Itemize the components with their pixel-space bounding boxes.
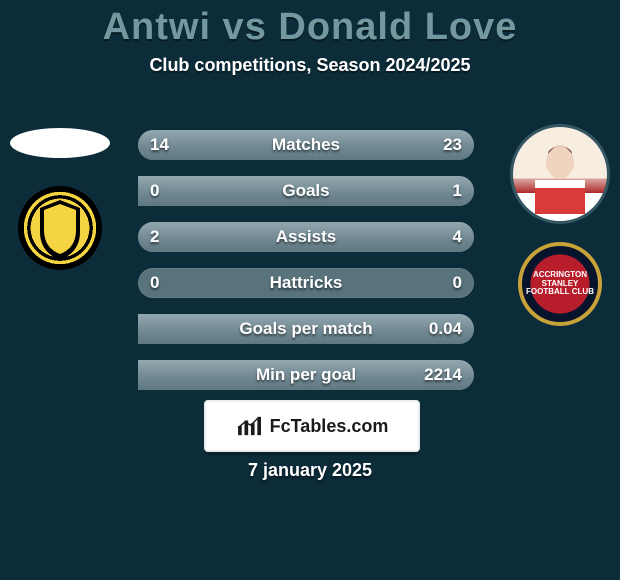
- stat-value-right: 0.04: [429, 314, 462, 344]
- stat-label: Goals per match: [138, 314, 474, 344]
- stats-bars: 14Matches230Goals12Assists40Hattricks0Go…: [138, 130, 474, 406]
- stat-label: Goals: [138, 176, 474, 206]
- club-badge-right: ACCRINGTONSTANLEYFOOTBALL CLUB: [518, 242, 602, 326]
- brand-box[interactable]: FcTables.com: [204, 400, 420, 452]
- stat-label: Hattricks: [138, 268, 474, 298]
- player-right-avatar: [510, 124, 610, 224]
- player-left-avatar: [10, 128, 110, 158]
- stat-bar: 0Hattricks0: [138, 268, 474, 298]
- stat-bar: 0Goals1: [138, 176, 474, 206]
- stat-bar: 2Assists4: [138, 222, 474, 252]
- stat-bar: Goals per match0.04: [138, 314, 474, 344]
- stat-value-right: 2214: [424, 360, 462, 390]
- stat-value-right: 23: [443, 130, 462, 160]
- club-badge-right-label: ACCRINGTONSTANLEYFOOTBALL CLUB: [526, 271, 594, 297]
- stat-bar: Min per goal2214: [138, 360, 474, 390]
- stat-label: Matches: [138, 130, 474, 160]
- stat-bar: 14Matches23: [138, 130, 474, 160]
- stat-value-right: 1: [453, 176, 462, 206]
- club-badge-left: [18, 186, 102, 270]
- shield-icon: [20, 188, 100, 268]
- page-subtitle: Club competitions, Season 2024/2025: [0, 55, 620, 76]
- page-title: Antwi vs Donald Love: [0, 6, 620, 49]
- stat-value-right: 4: [453, 222, 462, 252]
- brand-label: FcTables.com: [270, 416, 389, 437]
- person-icon: [520, 134, 600, 214]
- date-label: 7 january 2025: [0, 460, 620, 481]
- stat-label: Assists: [138, 222, 474, 252]
- bar-chart-icon: [236, 415, 264, 437]
- stat-value-right: 0: [453, 268, 462, 298]
